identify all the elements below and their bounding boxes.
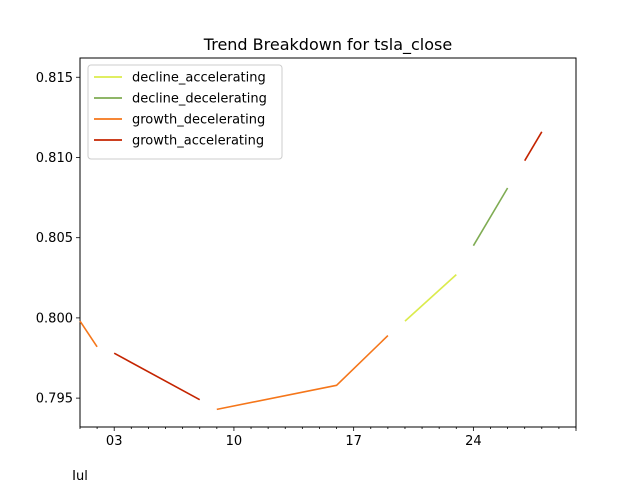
y-tick-label: 0.810 bbox=[36, 151, 73, 166]
x-axis: 03 10 17 24 bbox=[79, 427, 577, 449]
y-tick-label: 0.815 bbox=[36, 71, 73, 86]
series-line-growth_decelerating-1 bbox=[216, 335, 389, 411]
legend-label-growth_accelerating: growth_accelerating bbox=[132, 134, 264, 149]
legend-box bbox=[87, 64, 283, 160]
series-line-growth_decelerating-0 bbox=[79, 320, 98, 348]
legend-label-growth_decelerating: growth_decelerating bbox=[132, 113, 265, 128]
x-tick-label: 03 bbox=[106, 434, 123, 449]
x-tick-label: 10 bbox=[226, 434, 243, 449]
chart-title: Trend Breakdown for tsla_close bbox=[203, 35, 452, 55]
y-tick-label: 0.800 bbox=[36, 311, 73, 326]
x-tick-label: 17 bbox=[345, 434, 362, 449]
series-line-decline_accelerating-0 bbox=[404, 274, 457, 322]
x-axis-month-label: Jul bbox=[71, 469, 88, 480]
series-line-growth_accelerating-1 bbox=[524, 131, 543, 162]
y-tick-label: 0.795 bbox=[36, 392, 73, 407]
legend-label-decline_decelerating: decline_decelerating bbox=[132, 92, 267, 107]
legend: decline_accelerating decline_decelerating… bbox=[87, 64, 283, 160]
series-line-growth_accelerating-0 bbox=[113, 352, 201, 401]
legend-label-decline_accelerating: decline_accelerating bbox=[132, 71, 266, 86]
series-line-decline_decelerating-0 bbox=[472, 187, 509, 247]
x-tick-label: 24 bbox=[465, 434, 482, 449]
series-layer bbox=[79, 131, 543, 411]
y-tick-label: 0.805 bbox=[36, 231, 73, 246]
y-axis: 0.795 0.800 0.805 0.810 0.815 bbox=[36, 71, 80, 407]
